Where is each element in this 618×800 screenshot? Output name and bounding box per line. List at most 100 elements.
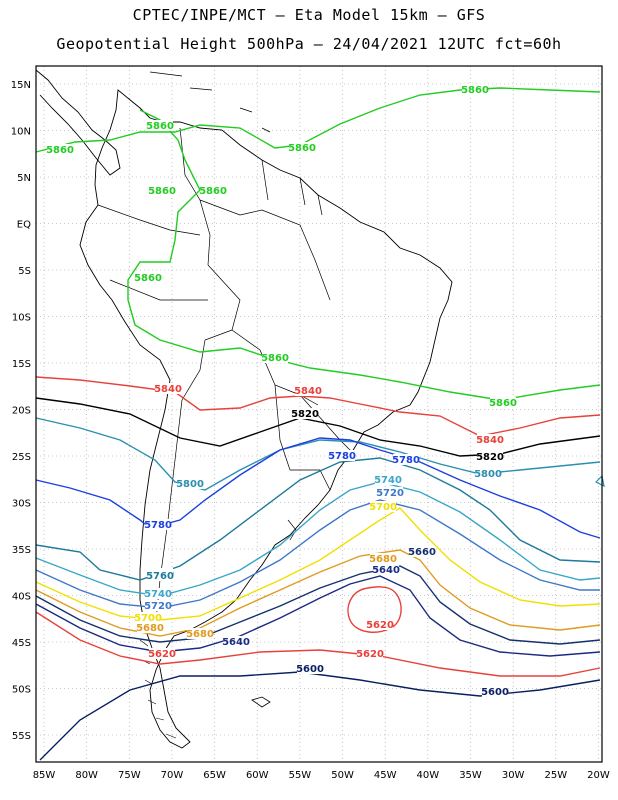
contour-labels: 5860 5860 5860 5860 5860 5860 5860 5860 5860 5840… bbox=[46, 84, 517, 698]
contour-label-bg bbox=[289, 142, 315, 153]
lat-tick-label: EQ bbox=[17, 220, 31, 231]
lat-tick-label: 25S bbox=[12, 452, 31, 463]
contour-label-bg bbox=[292, 408, 318, 419]
contour-label-5680: 5680 bbox=[369, 554, 397, 565]
contour-label-bg bbox=[409, 546, 435, 557]
contour-5800-loop-east bbox=[594, 474, 605, 488]
south-america-coastline bbox=[79, 89, 453, 749]
contour-label-bg bbox=[145, 588, 171, 599]
contour-5680 bbox=[35, 549, 601, 637]
lat-tick-label: 35S bbox=[12, 545, 31, 556]
lon-tick-label: 20W bbox=[587, 770, 610, 781]
contour-label-bg bbox=[377, 487, 403, 498]
lat-tick-label: 20S bbox=[12, 406, 31, 417]
contour-label-bg bbox=[200, 185, 226, 196]
contour-label-bg bbox=[147, 570, 173, 581]
contour-5620 bbox=[35, 611, 601, 677]
contour-label-5840: 5840 bbox=[154, 384, 182, 395]
contour-label-5620: 5620 bbox=[356, 649, 384, 660]
contour-5720 bbox=[35, 499, 600, 609]
contour-label-5860: 5860 bbox=[288, 143, 316, 154]
lat-tick-label: 5S bbox=[18, 266, 31, 277]
contour-label-bg bbox=[262, 352, 288, 363]
lat-tick-label: 10S bbox=[12, 313, 31, 324]
lon-tick-label: 85W bbox=[33, 770, 56, 781]
contour-label-5600: 5600 bbox=[481, 687, 509, 698]
lon-tick-label: 65W bbox=[203, 770, 226, 781]
country-borders bbox=[97, 127, 353, 631]
contour-label-bg bbox=[147, 120, 173, 131]
contour-label-5860: 5860 bbox=[134, 273, 162, 284]
contour-label-5840: 5840 bbox=[294, 386, 322, 397]
contour-label-bg bbox=[145, 519, 171, 530]
contour-5600 bbox=[39, 671, 601, 761]
contour-label-bg bbox=[373, 564, 399, 575]
lon-tick-label: 80W bbox=[75, 770, 98, 781]
contour-5780 bbox=[35, 437, 601, 539]
lon-tick-label: 70W bbox=[161, 770, 184, 781]
axis-ticks: 15N 10N 5N EQ 5S 10S 15S 20S 25S 30S 35S 40S 45S 50S 5… bbox=[11, 80, 610, 781]
lat-tick-label: 50S bbox=[12, 685, 31, 696]
contour-label-bg bbox=[149, 648, 175, 659]
contour-label-bg bbox=[490, 397, 516, 408]
contour-label-bg bbox=[357, 648, 383, 659]
central-america-coastline bbox=[35, 69, 121, 176]
lat-tick-label: 55S bbox=[12, 731, 31, 742]
contour-label-bg bbox=[370, 553, 396, 564]
contour-label-5780: 5780 bbox=[392, 455, 420, 466]
contour-label-bg bbox=[297, 663, 323, 674]
contour-label-5800: 5800 bbox=[474, 469, 502, 480]
contour-label-bg bbox=[223, 636, 249, 647]
contour-label-bg bbox=[177, 478, 203, 489]
lon-tick-label: 75W bbox=[118, 770, 141, 781]
contour-label-5600: 5600 bbox=[296, 664, 324, 675]
contour-label-5720: 5720 bbox=[144, 601, 172, 612]
contour-label-5780: 5780 bbox=[144, 520, 172, 531]
contour-label-bg bbox=[329, 450, 355, 461]
contour-5700 bbox=[35, 507, 601, 621]
lon-tick-label: 55W bbox=[289, 770, 312, 781]
contour-5760 bbox=[35, 457, 601, 581]
contour-label-bg bbox=[137, 622, 163, 633]
contour-label-5860: 5860 bbox=[489, 398, 517, 409]
lat-tick-label: 15S bbox=[12, 359, 31, 370]
geopotential-contours bbox=[35, 87, 605, 761]
contour-label-bg bbox=[135, 612, 161, 623]
contour-label-bg bbox=[477, 434, 503, 445]
map-frame bbox=[35, 65, 603, 763]
contour-label-5620: 5620 bbox=[148, 649, 176, 660]
contour-label-5840: 5840 bbox=[476, 435, 504, 446]
contour-label-bg bbox=[375, 474, 401, 485]
contour-label-5700: 5700 bbox=[369, 502, 397, 513]
lon-tick-label: 40W bbox=[417, 770, 440, 781]
contour-label-5820: 5820 bbox=[291, 409, 319, 420]
contour-label-bg bbox=[393, 454, 419, 465]
lagoon-dos-patos bbox=[287, 519, 297, 541]
title-line-2: Geopotential Height 500hPa – 24/04/2021 … bbox=[56, 35, 562, 53]
contour-label-bg bbox=[482, 686, 508, 697]
contour-label-5860: 5860 bbox=[148, 186, 176, 197]
contour-label-bg bbox=[462, 84, 488, 95]
contour-label-bg bbox=[135, 272, 161, 283]
contour-label-bg bbox=[155, 383, 181, 394]
caribbean-islands bbox=[149, 71, 297, 151]
contour-label-5860: 5860 bbox=[146, 121, 174, 132]
lon-tick-label: 25W bbox=[544, 770, 567, 781]
contour-label-5860: 5860 bbox=[199, 186, 227, 197]
lat-tick-label: 40S bbox=[12, 592, 31, 603]
contour-label-bg bbox=[187, 628, 213, 639]
contour-label-bg bbox=[475, 468, 501, 479]
contour-5740 bbox=[35, 481, 601, 597]
contour-label-bg bbox=[370, 501, 396, 512]
title-line-1: CPTEC/INPE/MCT – Eta Model 15km – GFS bbox=[132, 6, 486, 24]
lon-tick-label: 50W bbox=[331, 770, 354, 781]
lat-tick-label: 5N bbox=[17, 173, 31, 184]
contour-label-5640: 5640 bbox=[372, 565, 400, 576]
contour-5620-low bbox=[347, 586, 402, 633]
contour-label-bg bbox=[367, 619, 393, 630]
contour-label-5860: 5860 bbox=[46, 145, 74, 156]
contour-label-5800: 5800 bbox=[176, 479, 204, 490]
lon-tick-label: 35W bbox=[459, 770, 482, 781]
lat-tick-label: 10N bbox=[11, 127, 31, 138]
